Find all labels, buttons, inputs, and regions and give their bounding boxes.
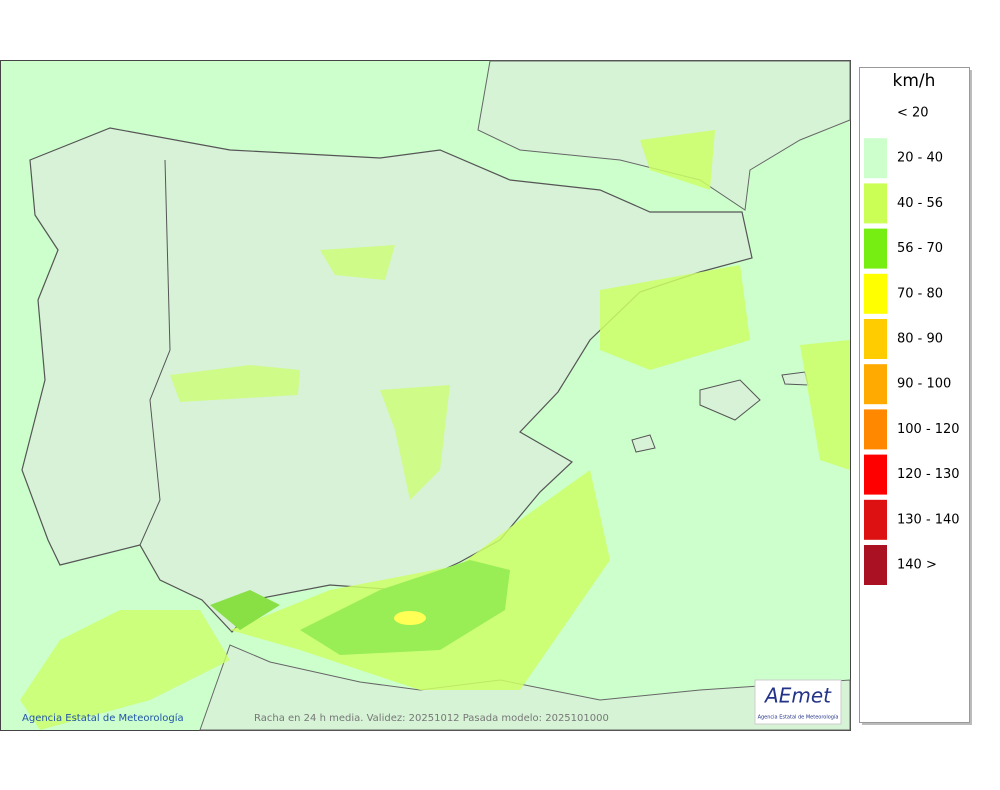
logo: AEmet Agencia Estatal de Meteorología: [754, 679, 842, 725]
island: [631, 434, 656, 453]
wind-area: [394, 611, 426, 625]
legend-swatch: [864, 93, 887, 133]
legend-label: 120 - 130: [897, 467, 960, 482]
legend-swatch: [864, 499, 887, 540]
legend-label: 20 - 40: [897, 151, 943, 166]
wind-area: [380, 385, 450, 500]
credit: Agencia Estatal de Meteorología: [22, 712, 184, 724]
map: Agencia Estatal de Meteorología Racha en…: [0, 60, 851, 731]
logo-subtitle: Agencia Estatal de Meteorología: [758, 714, 839, 721]
france: [477, 60, 851, 211]
legend-label: 80 - 90: [897, 332, 943, 347]
wind-area: [800, 340, 850, 470]
legend-label: 56 - 70: [897, 241, 943, 256]
legend-title: km/h: [893, 71, 936, 91]
wind-area: [300, 560, 510, 655]
legend-swatch: [864, 138, 887, 179]
legend-swatch: [864, 228, 887, 269]
legend-swatch: [864, 273, 887, 314]
legend-label: 70 - 80: [897, 286, 943, 301]
legend-label: 140 >: [897, 558, 937, 573]
wind-area: [600, 265, 750, 370]
legend-swatch: [864, 409, 887, 450]
legend-swatch: [864, 545, 887, 585]
wind-area: [20, 610, 230, 730]
border: [139, 159, 171, 546]
legend-label: < 20: [897, 106, 929, 121]
wind-area: [320, 245, 395, 280]
island: [699, 379, 761, 421]
legend-label: 130 - 140: [897, 512, 960, 527]
wind-area: [210, 590, 280, 630]
legend-swatch: [864, 364, 887, 405]
logo-text: AEmet: [763, 684, 832, 708]
legend-label: 100 - 120: [897, 422, 960, 437]
logo-box: [754, 679, 842, 725]
iberia: [21, 127, 753, 633]
wind-area: [170, 365, 300, 402]
caption: Racha en 24 h media. Validez: 20251012 P…: [254, 713, 609, 724]
legend: km/h < 20 20 - 40 40 - 56 56 - 70 70 - 80 80 …: [859, 67, 972, 725]
legend-label: 40 - 56: [897, 196, 943, 211]
legend-label: 90 - 100: [897, 377, 951, 392]
legend-swatch: [864, 183, 887, 224]
legend-swatch: [864, 454, 887, 495]
wind-area: [640, 130, 715, 190]
legend-swatch: [864, 319, 887, 359]
